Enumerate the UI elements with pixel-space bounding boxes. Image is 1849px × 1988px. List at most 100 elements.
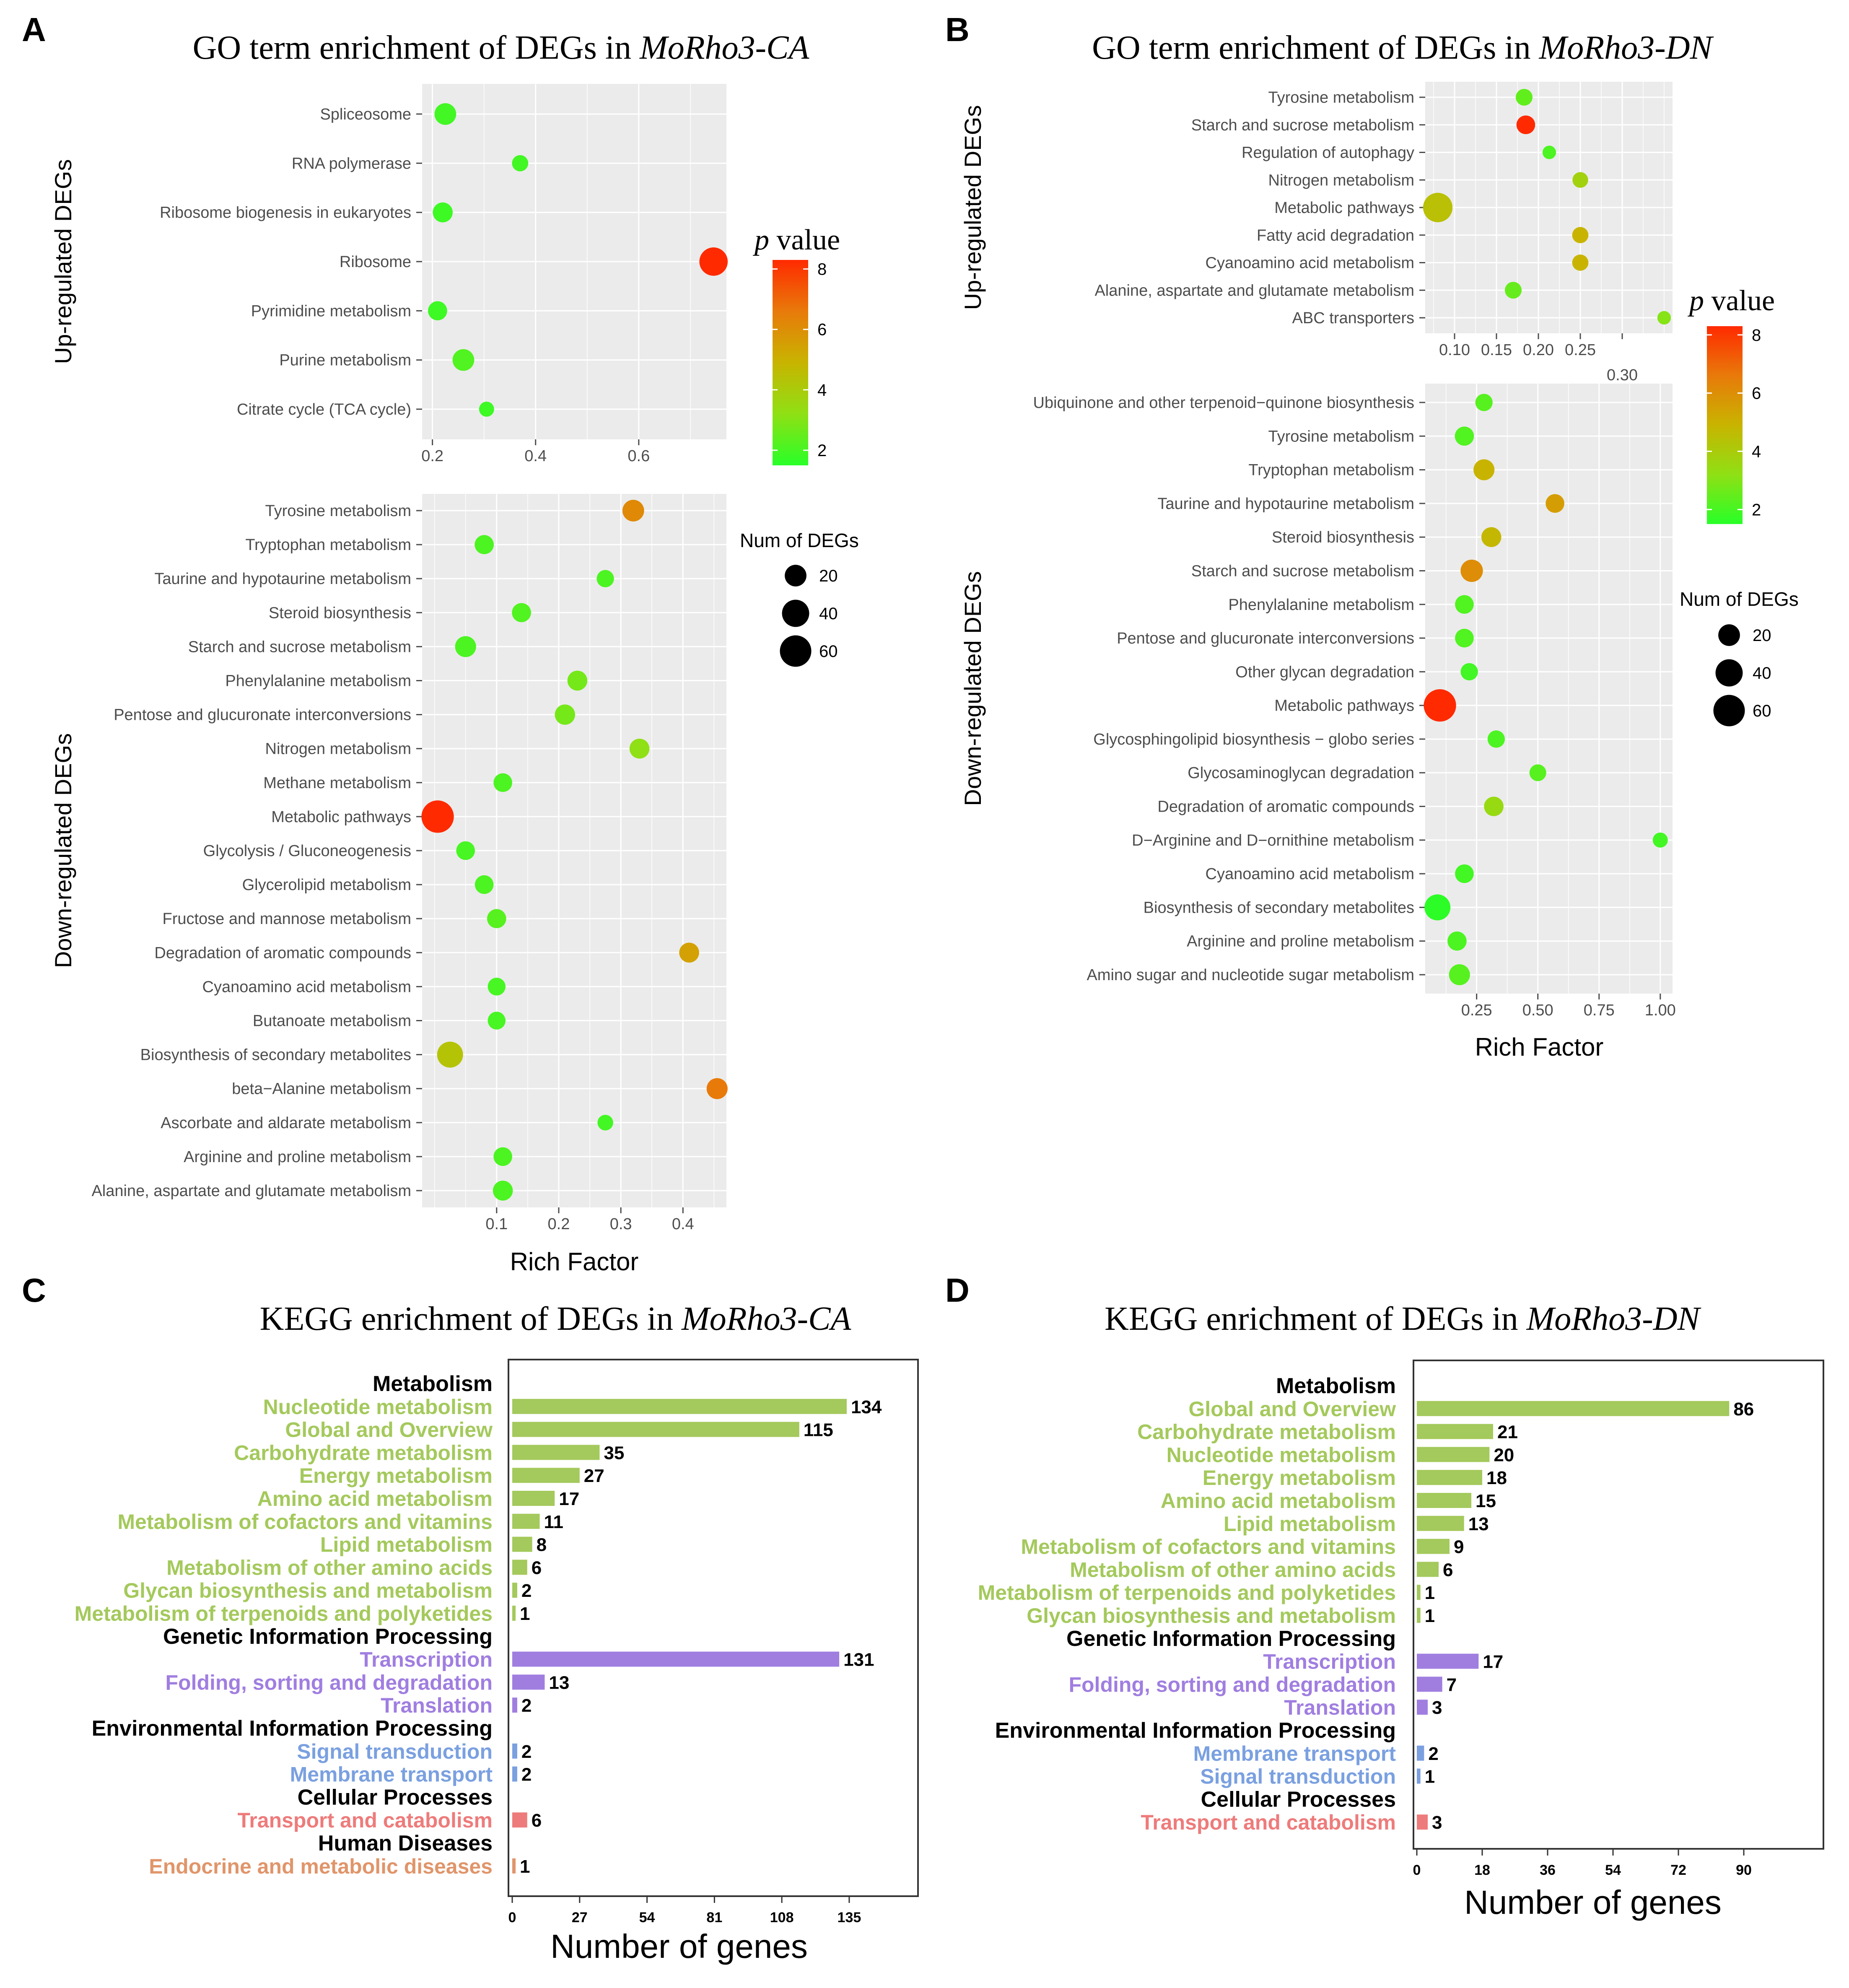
- panel-a-legend-title-p: p: [752, 224, 769, 256]
- panel-a-facet-1-term-label: Phenylalanine metabolism: [225, 672, 411, 690]
- panel-a-facet-0-term-label: Citrate cycle (TCA cycle): [237, 401, 411, 418]
- panel-a-facet-0: Spliceosome RNA polymerase Ribosome biogen…: [50, 84, 728, 465]
- panel-a-facet-1-term-label: Fructose and mannose metabolism: [162, 910, 411, 928]
- panel-a-facet-1-point-fructose-and-mannose-metabolism: [487, 909, 506, 928]
- panel-b-facet-1-point-amino-sugar-and-nucleotide-sugar-metabolism: [1449, 964, 1470, 986]
- panel-b-facet-1-point-glycosaminoglycan-degradation: [1529, 764, 1546, 781]
- panel-b-facet-1-term-label: Cyanoamino acid metabolism: [1206, 865, 1414, 883]
- panel-a-facet-1-term-label: Biosynthesis of secondary metabolites: [140, 1046, 411, 1064]
- panel-d-bar-membrane-transport: [1417, 1745, 1424, 1761]
- panel-b-colorbar-label: 2: [1752, 501, 1761, 519]
- panel-a-letter: A: [22, 11, 46, 48]
- panel-a-facet-1-point-methane-metabolism: [493, 773, 512, 792]
- panel-a-facet-0-term-label: Spliceosome: [320, 106, 411, 123]
- panel-a-facet-0-term-label: RNA polymerase: [292, 155, 411, 172]
- panel-b-facet-0-ylabel: Up-regulated DEGs: [960, 105, 986, 310]
- panel-b-facet-0-point-abc-transporters: [1657, 311, 1671, 325]
- panel-d-bar-lipid-metabolism: [1417, 1516, 1464, 1531]
- panel-c-xtick-label: 81: [706, 1910, 722, 1926]
- panel-b-facet-1-term-label: Arginine and proline metabolism: [1187, 933, 1414, 950]
- panel-d-row-label-energy-metabolism: Energy metabolism: [1203, 1466, 1396, 1490]
- panel-b-facet-1: Ubiquinone and other terpenoid−quinone b…: [960, 384, 1676, 1019]
- panel-d-bar-amino-acid-metabolism: [1417, 1493, 1471, 1508]
- panel-c-bar-value-metabolism-of-terpenoids-and-polyketides: 1: [520, 1604, 530, 1624]
- panel-d-xtick-label: 18: [1474, 1862, 1490, 1878]
- panel-c-row-label-nucleotide-metabolism: Nucleotide metabolism: [263, 1395, 493, 1419]
- panel-a-size-legend-label: 40: [819, 605, 838, 623]
- panel-d-row-label-transport-and-catabolism: Transport and catabolism: [1141, 1811, 1396, 1834]
- panel-c-bar-metabolism-of-cofactors-and-vitamins: [512, 1513, 540, 1529]
- panel-a-facet-1-term-label: beta−Alanine metabolism: [232, 1080, 411, 1098]
- panel-a-facet-1-point-phenylalanine-metabolism: [567, 670, 588, 691]
- panel-c-xlabel: Number of genes: [550, 1928, 808, 1965]
- panel-c-xtick-label: 108: [770, 1910, 794, 1926]
- panel-d-row-label-lipid-metabolism: Lipid metabolism: [1224, 1512, 1396, 1536]
- panel-b-facet-0-term-label: Regulation of autophagy: [1242, 144, 1414, 162]
- panel-a-facet-0-point-spliceosome: [434, 103, 456, 125]
- panel-d: D KEGG enrichment of DEGs in MoRho3-DN Met…: [945, 1272, 1824, 1921]
- panel-b-facet-1-point-taurine-and-hypotaurine-metabolism: [1546, 494, 1564, 513]
- panel-b-facet-1-term-label: Biosynthesis of secondary metabolites: [1144, 899, 1414, 916]
- panel-b-colorbar: [1707, 326, 1743, 524]
- panel-b-title-gene: MoRho3-DN: [1539, 29, 1714, 66]
- panel-d-xtick-label: 36: [1540, 1862, 1556, 1878]
- panel-b-facet-1-term-label: Phenylalanine metabolism: [1228, 596, 1414, 614]
- panel-a-facet-1-point-alanine-aspartate-and-glutamate-metabolism: [493, 1181, 513, 1201]
- panel-b-facet-0-term-label: Tyrosine metabolism: [1268, 89, 1414, 106]
- panel-d-bar-value-amino-acid-metabolism: 15: [1476, 1491, 1496, 1511]
- panel-d-row-label-signal-transduction: Signal transduction: [1200, 1765, 1396, 1788]
- panel-a-facet-1-term-label: Arginine and proline metabolism: [184, 1148, 411, 1166]
- panel-d-plot-frame: [1413, 1360, 1824, 1850]
- panel-c-title-text: KEGG enrichment of DEGs in: [260, 1300, 682, 1337]
- panel-c-bar-membrane-transport: [512, 1766, 517, 1782]
- panel-a-facet-1-term-label: Tyrosine metabolism: [265, 502, 411, 520]
- panel-d-row-label-nucleotide-metabolism: Nucleotide metabolism: [1167, 1443, 1396, 1466]
- panel-d-bar-value-global-and-overview: 86: [1733, 1399, 1754, 1420]
- panel-b-facet-0-point-alanine-aspartate-and-glutamate-metabolism: [1504, 282, 1522, 299]
- panel-b-facet-0-point-metabolic-pathways: [1423, 192, 1453, 223]
- panel-b-legend-title-p: p: [1687, 285, 1704, 317]
- panel-a-colorbar-label: 6: [817, 321, 827, 339]
- panel-c-xtick-label: 27: [572, 1910, 588, 1926]
- panel-d-bar-metabolism-of-terpenoids-and-polyketides: [1417, 1585, 1421, 1600]
- panel-a-facet-1-term-label: Tryptophan metabolism: [245, 536, 411, 554]
- panel-b-colorbar-label: 6: [1752, 384, 1761, 403]
- panel-b-facet-1-point-ubiquinone-and-other-terpenoid-quinone-biosynthesis: [1475, 394, 1493, 411]
- panel-d-bar-value-transport-and-catabolism: 3: [1432, 1812, 1442, 1833]
- panel-b-facet-0: Tyrosine metabolism Starch and sucrose me…: [960, 82, 1673, 384]
- panel-a-facet-1-xtick-label: 0.2: [548, 1215, 570, 1233]
- panel-d-bar-metabolism-of-cofactors-and-vitamins: [1417, 1539, 1450, 1554]
- panel-b-size-legend-dot: [1715, 659, 1743, 687]
- panel-b-facet-1-xtick-label: 1.00: [1645, 1002, 1676, 1019]
- panel-c-plot-frame: [508, 1359, 919, 1897]
- panel-d-bar-value-lipid-metabolism: 13: [1468, 1514, 1489, 1534]
- panel-d-title: KEGG enrichment of DEGs in MoRho3-DN: [1105, 1300, 1701, 1337]
- panel-b-facet-1-plot-background: [1425, 384, 1673, 994]
- panel-c-row-label-translation: Translation: [381, 1694, 493, 1717]
- panel-b-facet-0-point-fatty-acid-degradation: [1572, 227, 1589, 244]
- panel-c: C KEGG enrichment of DEGs in MoRho3-CA Met…: [22, 1272, 919, 1965]
- panel-c-row-label-signal-transduction: Signal transduction: [297, 1740, 493, 1763]
- panel-a-facet-1-point-steroid-biosynthesis: [512, 603, 531, 623]
- panel-d-row-label-carbohydrate-metabolism: Carbohydrate metabolism: [1137, 1420, 1396, 1444]
- panel-d-bar-glycan-biosynthesis-and-metabolism: [1417, 1608, 1421, 1623]
- panel-a-size-legend-label: 20: [819, 567, 838, 585]
- panel-d-bar-value-translation: 3: [1432, 1697, 1442, 1718]
- panel-a-facet-1-point-tryptophan-metabolism: [475, 535, 494, 554]
- panel-b-facet-1-term-label: Steroid biosynthesis: [1272, 529, 1414, 546]
- panel-b-facet-1-point-phenylalanine-metabolism: [1455, 595, 1474, 614]
- panel-b-facet-1-term-label: Taurine and hypotaurine metabolism: [1157, 495, 1414, 513]
- panel-c-row-label-metabolism-of-cofactors-and-vitamins: Metabolism of cofactors and vitamins: [117, 1510, 493, 1534]
- panel-a-facet-1-xtick-label: 0.1: [485, 1215, 508, 1233]
- panel-d-row-label-amino-acid-metabolism: Amino acid metabolism: [1161, 1489, 1396, 1513]
- panel-d-letter: D: [945, 1272, 970, 1309]
- panel-a-facet-1-ylabel: Down-regulated DEGs: [50, 733, 76, 968]
- panel-b-facet-1-point-other-glycan-degradation: [1460, 663, 1478, 681]
- panel-d-bar-value-carbohydrate-metabolism: 21: [1497, 1422, 1518, 1443]
- panel-a-facet-0-ylabel: Up-regulated DEGs: [50, 159, 76, 364]
- panel-b-facet-0-xtick-label: 0.15: [1481, 341, 1512, 359]
- panel-c-category-metabolism: Metabolism: [373, 1372, 493, 1396]
- panel-a-facet-1-term-label: Alanine, aspartate and glutamate metabol…: [91, 1182, 411, 1200]
- panel-d-bar-value-folding-sorting-and-degradation: 7: [1447, 1674, 1457, 1695]
